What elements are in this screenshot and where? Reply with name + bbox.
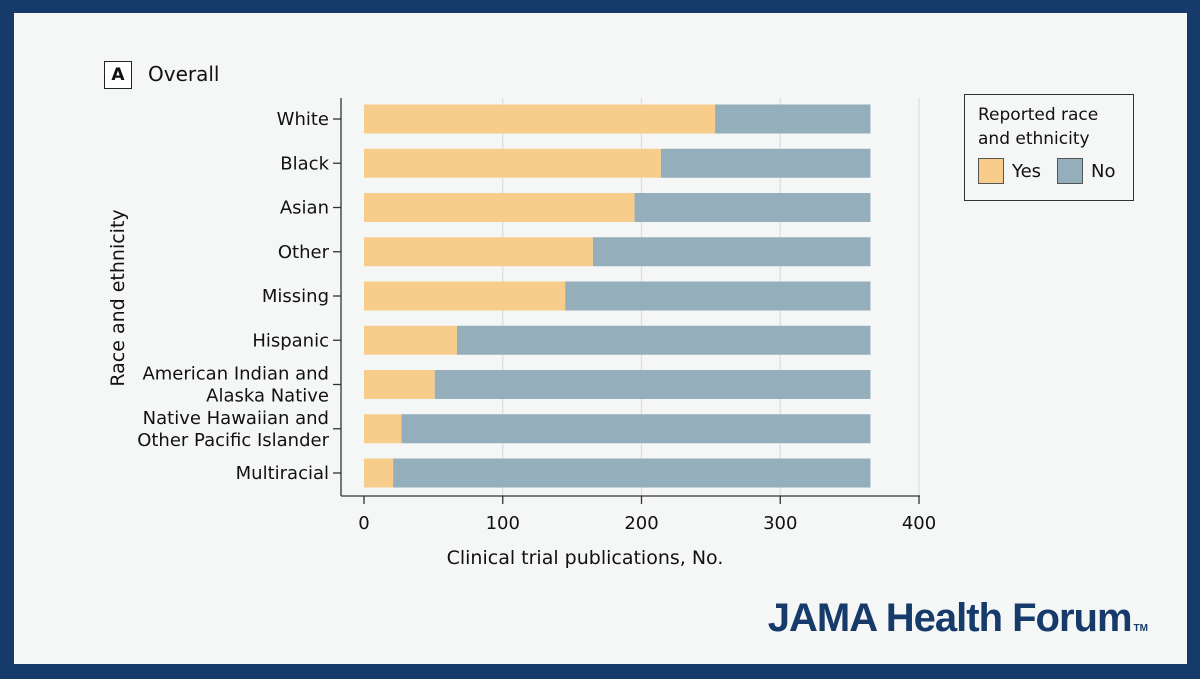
bar-yes-8 bbox=[364, 458, 394, 488]
category-label-0: White bbox=[277, 109, 329, 130]
legend-item-yes: Yes bbox=[978, 158, 1041, 184]
legend-swatch-no bbox=[1057, 158, 1083, 184]
bar-no-4 bbox=[565, 281, 871, 311]
bar-no-5 bbox=[456, 325, 871, 355]
x-tick-label-3: 300 bbox=[763, 513, 797, 534]
bar-yes-7 bbox=[364, 414, 402, 444]
bar-yes-5 bbox=[364, 325, 457, 355]
bar-no-8 bbox=[393, 458, 871, 488]
x-tick-label-1: 100 bbox=[486, 513, 520, 534]
category-label-7-line-1: Other Pacific Islander bbox=[137, 430, 329, 451]
category-label-6-line-0: American Indian and bbox=[142, 364, 329, 385]
category-label-3: Other bbox=[278, 242, 330, 263]
panel-letter-badge: A bbox=[104, 61, 132, 89]
bar-yes-1 bbox=[364, 148, 661, 178]
x-tick-label-0: 0 bbox=[358, 513, 369, 534]
bar-yes-3 bbox=[364, 237, 593, 267]
bar-no-7 bbox=[401, 414, 871, 444]
panel-title: Overall bbox=[148, 62, 220, 86]
brand-trademark: TM bbox=[1133, 623, 1148, 634]
category-label-8: Multiracial bbox=[236, 463, 329, 484]
bar-no-1 bbox=[660, 148, 871, 178]
category-label-7: Native Hawaiian and Other Pacific Islande… bbox=[137, 408, 329, 451]
category-label-4: Missing bbox=[262, 286, 329, 307]
x-tick-label-2: 200 bbox=[624, 513, 658, 534]
bar-yes-4 bbox=[364, 281, 566, 311]
x-axis-title: Clinical trial publications, No. bbox=[447, 547, 724, 569]
category-label-6-line-1: Alaska Native bbox=[206, 386, 329, 407]
category-label-1: Black bbox=[280, 153, 329, 174]
legend-swatch-yes bbox=[978, 158, 1004, 184]
legend: Reported race and ethnicity Yes No bbox=[964, 94, 1134, 201]
bar-no-6 bbox=[434, 370, 871, 399]
legend-label-yes: Yes bbox=[1012, 160, 1042, 182]
category-label-6: American Indian and Alaska Native bbox=[142, 364, 329, 407]
brand-logo: JAMA Health Forum TM bbox=[768, 596, 1148, 641]
bar-yes-6 bbox=[364, 370, 435, 399]
bar-yes-0 bbox=[364, 104, 716, 134]
y-axis-title: Race and ethnicity bbox=[107, 209, 129, 386]
category-label-7-line-0: Native Hawaiian and bbox=[143, 408, 329, 429]
legend-label-no: No bbox=[1091, 160, 1116, 182]
brand-name: JAMA Health Forum bbox=[767, 596, 1133, 640]
legend-item-no: No bbox=[1057, 158, 1115, 184]
bar-no-3 bbox=[592, 237, 871, 267]
bar-no-2 bbox=[634, 193, 871, 222]
bar-no-0 bbox=[715, 104, 871, 134]
category-label-2: Asian bbox=[280, 198, 329, 219]
category-label-5: Hispanic bbox=[252, 330, 329, 351]
legend-title: Reported race and ethnicity bbox=[978, 105, 1099, 149]
bar-yes-2 bbox=[364, 193, 635, 222]
x-tick-label-4: 400 bbox=[902, 513, 936, 534]
